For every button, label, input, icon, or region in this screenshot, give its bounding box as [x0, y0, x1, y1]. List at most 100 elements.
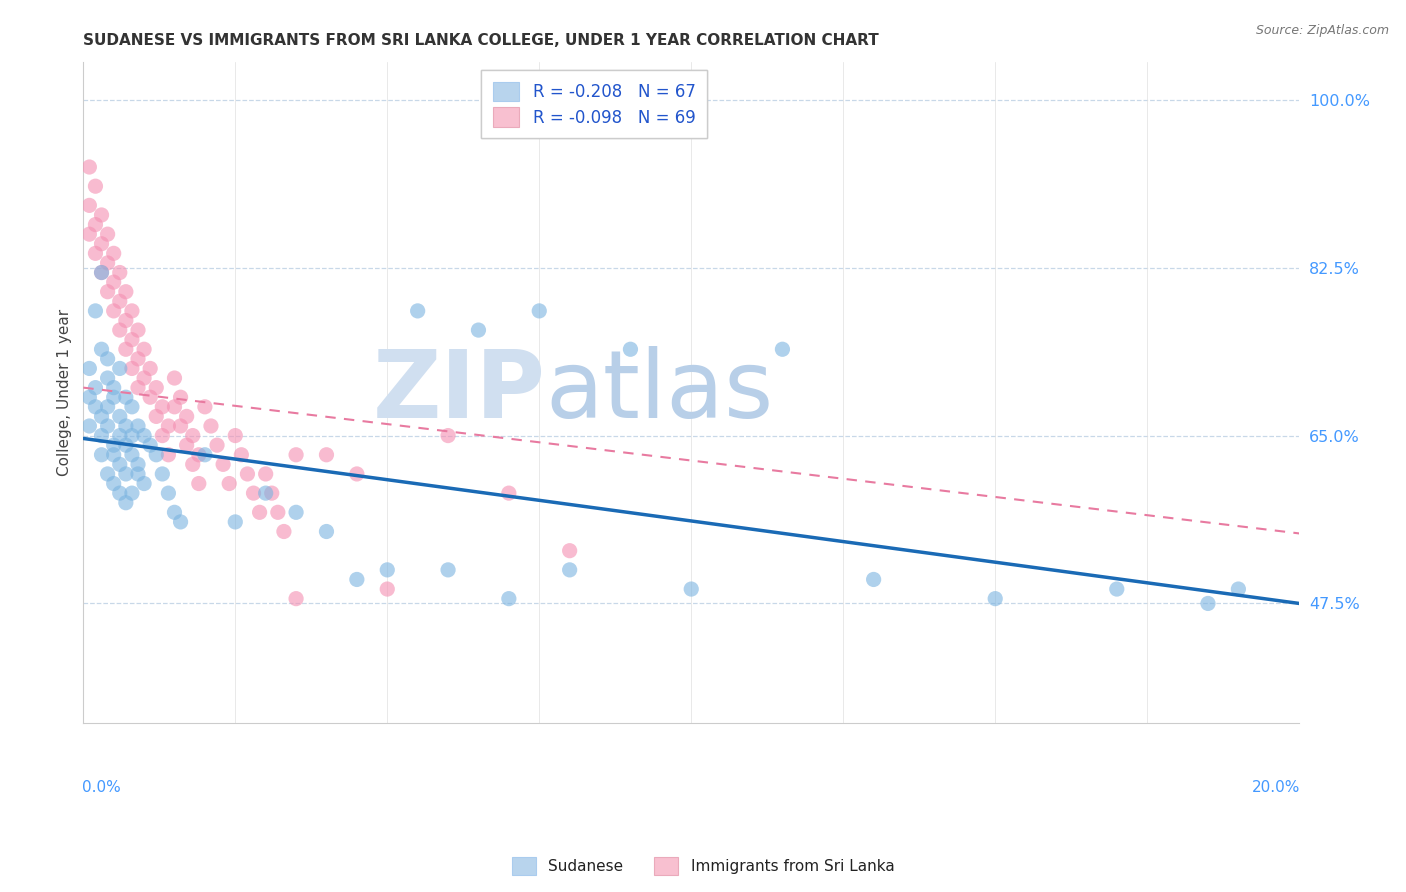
Point: [181, 428, 204, 442]
Point: [97, 256, 120, 270]
Point: [84, 246, 107, 260]
Point: [103, 381, 125, 395]
Point: [1227, 582, 1250, 596]
Point: [121, 428, 143, 442]
Point: [103, 390, 125, 404]
Point: [157, 486, 180, 500]
Point: [236, 467, 259, 481]
Point: [212, 458, 235, 472]
Point: [437, 563, 460, 577]
Point: [862, 573, 884, 587]
Point: [176, 438, 198, 452]
Point: [115, 496, 138, 510]
Point: [285, 448, 308, 462]
Point: [79, 390, 101, 404]
Point: [84, 218, 107, 232]
Point: [132, 428, 155, 442]
Point: [145, 448, 167, 462]
Point: [150, 400, 173, 414]
Point: [79, 198, 101, 212]
Point: [187, 448, 209, 462]
Point: [163, 371, 186, 385]
Point: [115, 390, 138, 404]
Text: SUDANESE VS IMMIGRANTS FROM SRI LANKA COLLEGE, UNDER 1 YEAR CORRELATION CHART: SUDANESE VS IMMIGRANTS FROM SRI LANKA CO…: [83, 33, 879, 48]
Point: [108, 458, 131, 472]
Point: [467, 323, 489, 337]
Point: [103, 476, 125, 491]
Point: [97, 227, 120, 242]
Point: [145, 409, 167, 424]
Point: [90, 343, 112, 357]
Point: [90, 236, 112, 251]
Point: [97, 400, 120, 414]
Point: [115, 438, 138, 452]
Point: [84, 304, 107, 318]
Point: [103, 275, 125, 289]
Point: [115, 313, 138, 327]
Point: [121, 333, 143, 347]
Y-axis label: College, Under 1 year: College, Under 1 year: [58, 309, 72, 476]
Point: [79, 361, 101, 376]
Point: [267, 505, 290, 519]
Point: [121, 400, 143, 414]
Point: [224, 428, 246, 442]
Point: [103, 438, 125, 452]
Point: [115, 419, 138, 434]
Text: 20.0%: 20.0%: [1251, 780, 1301, 795]
Point: [150, 428, 173, 442]
Point: [84, 179, 107, 194]
Point: [558, 563, 581, 577]
Point: [249, 505, 271, 519]
Point: [375, 582, 398, 596]
Point: [181, 458, 204, 472]
Point: [437, 428, 460, 442]
Point: [79, 160, 101, 174]
Point: [285, 505, 308, 519]
Legend: R = -0.208   N = 67, R = -0.098   N = 69: R = -0.208 N = 67, R = -0.098 N = 69: [481, 70, 707, 138]
Point: [103, 304, 125, 318]
Point: [115, 285, 138, 299]
Point: [103, 448, 125, 462]
Point: [157, 448, 180, 462]
Point: [285, 591, 308, 606]
Point: [1105, 582, 1128, 596]
Point: [169, 515, 191, 529]
Point: [90, 448, 112, 462]
Point: [205, 438, 228, 452]
Point: [254, 467, 277, 481]
Point: [108, 266, 131, 280]
Point: [132, 343, 155, 357]
Point: [242, 486, 264, 500]
Point: [157, 419, 180, 434]
Point: [127, 467, 149, 481]
Point: [115, 467, 138, 481]
Point: [115, 343, 138, 357]
Point: [529, 304, 551, 318]
Text: 0.0%: 0.0%: [82, 780, 121, 795]
Point: [619, 343, 641, 357]
Point: [108, 409, 131, 424]
Point: [139, 438, 162, 452]
Text: atlas: atlas: [546, 346, 773, 439]
Point: [200, 419, 222, 434]
Point: [90, 208, 112, 222]
Point: [84, 381, 107, 395]
Point: [260, 486, 283, 500]
Point: [224, 515, 246, 529]
Point: [315, 448, 337, 462]
Point: [346, 573, 368, 587]
Point: [176, 409, 198, 424]
Point: [127, 419, 149, 434]
Point: [97, 419, 120, 434]
Point: [315, 524, 337, 539]
Point: [90, 266, 112, 280]
Point: [97, 285, 120, 299]
Point: [103, 246, 125, 260]
Point: [498, 591, 520, 606]
Point: [121, 448, 143, 462]
Point: [97, 351, 120, 366]
Point: [770, 343, 793, 357]
Legend: Sudanese, Immigrants from Sri Lanka: Sudanese, Immigrants from Sri Lanka: [503, 850, 903, 882]
Point: [163, 505, 186, 519]
Point: [127, 351, 149, 366]
